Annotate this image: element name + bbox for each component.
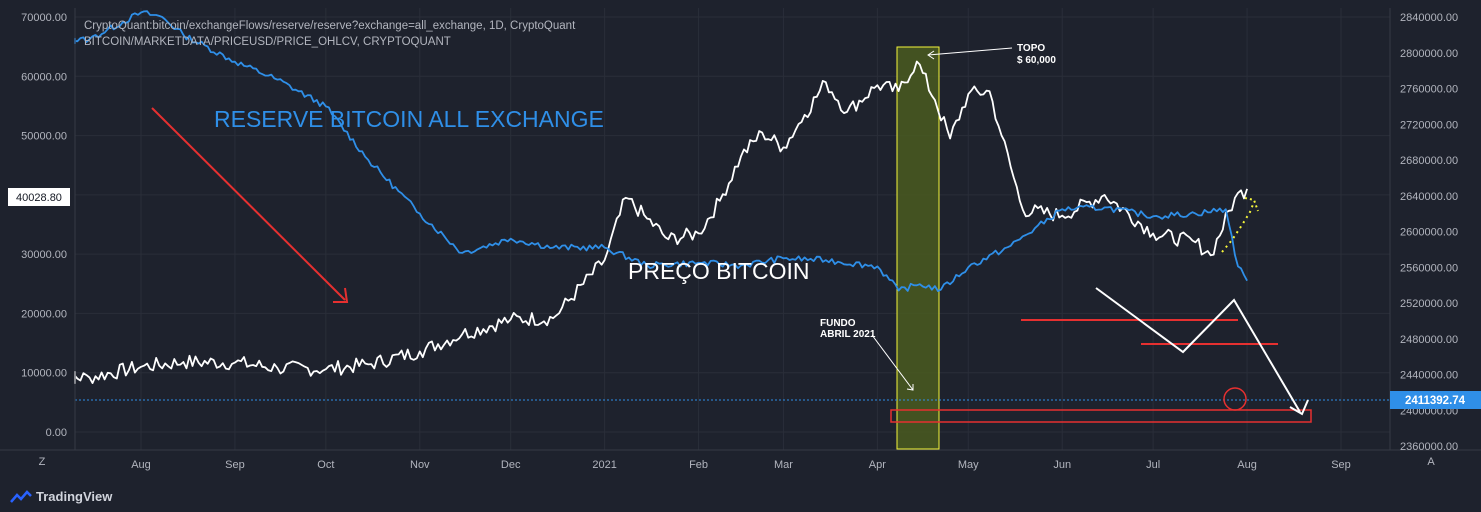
x-tick-label: Sep	[225, 459, 245, 471]
current-circle	[1223, 387, 1247, 411]
scale-mode-right-button[interactable]: A	[1427, 456, 1435, 468]
highlight-zone	[896, 46, 940, 450]
right-tick-label: 2760000.00	[1400, 84, 1458, 96]
reserve-title: RESERVE BITCOIN ALL EXCHANGE	[214, 106, 604, 132]
right-tick-label: 2560000.00	[1400, 262, 1458, 274]
x-tick-label: Aug	[131, 459, 151, 471]
downtrend-arrow	[151, 107, 346, 301]
left-tick-label: 20000.00	[21, 308, 67, 320]
topo-pointer	[927, 47, 1013, 56]
fundo-label-2: ABRIL 2021	[820, 329, 876, 340]
right-tick-label: 2600000.00	[1400, 227, 1458, 239]
right-tick-label: 2720000.00	[1400, 119, 1458, 131]
left-tick-label: 50000.00	[21, 131, 67, 143]
scale-mode-left-button[interactable]: Z	[39, 456, 46, 468]
tradingview-logo[interactable]: TradingView	[10, 489, 112, 504]
topo-pointer-head	[927, 50, 935, 60]
x-axis-ticks: Aug Sep Oct Nov Dec 2021 Feb Mar Apr May Jun Jul Aug…	[131, 459, 1351, 471]
x-tick-label: Apr	[869, 459, 886, 471]
x-tick-label: Sep	[1331, 459, 1351, 471]
x-tick-label: Nov	[410, 459, 430, 471]
x-tick-label: Oct	[317, 459, 334, 471]
topo-label-1: TOPO	[1017, 43, 1045, 54]
x-tick-label: Jun	[1053, 459, 1071, 471]
price-title: PREÇO BITCOIN	[628, 258, 809, 284]
topo-label-2: $ 60,000	[1017, 55, 1056, 66]
price-series-line	[74, 60, 1248, 385]
fundo-label-1: FUNDO	[820, 318, 856, 329]
x-tick-label: 2021	[592, 459, 616, 471]
x-tick-label: Jul	[1146, 459, 1160, 471]
fundo-pointer	[871, 334, 914, 391]
x-tick-label: Mar	[774, 459, 793, 471]
x-tick-label: Dec	[501, 459, 521, 471]
right-current-label: 2411392.74	[1405, 395, 1466, 407]
left-tick-label: 60000.00	[21, 71, 67, 83]
right-tick-label: 2800000.00	[1400, 48, 1458, 60]
right-tick-label: 2520000.00	[1400, 298, 1458, 310]
right-tick-label: 2440000.00	[1400, 370, 1458, 382]
reserve-series-line	[74, 10, 1248, 293]
tradingview-logo-icon	[10, 489, 32, 503]
left-tick-label: 10000.00	[21, 368, 67, 380]
x-tick-label: Aug	[1237, 459, 1257, 471]
x-tick-label: May	[958, 459, 979, 471]
right-tick-label: 2360000.00	[1400, 441, 1458, 453]
left-current-label: 40028.80	[16, 192, 62, 204]
header-line-1: CryptoQuant:bitcoin/exchangeFlows/reserv…	[84, 20, 576, 32]
forecast-arrow-head	[1289, 399, 1309, 416]
right-tick-label: 2480000.00	[1400, 334, 1458, 346]
x-tick-label: Feb	[689, 459, 708, 471]
header-line-2: BITCOIN/MARKETDATA/PRICEUSD/PRICE_OHLCV,…	[84, 36, 451, 48]
brand-name: TradingView	[36, 489, 113, 504]
forecast-path	[1095, 287, 1301, 413]
downtrend-arrow-head	[333, 287, 349, 303]
left-current-label-bg	[8, 188, 70, 206]
fundo-pointer-head	[906, 384, 914, 391]
right-current-label-bg	[1390, 391, 1481, 409]
right-tick-label: 2680000.00	[1400, 155, 1458, 167]
right-tick-label: 2840000.00	[1400, 12, 1458, 24]
left-tick-label: 0.00	[46, 427, 67, 439]
support-box	[890, 409, 1312, 423]
right-tick-label: 2640000.00	[1400, 191, 1458, 203]
left-tick-label: 30000.00	[21, 249, 67, 261]
grid	[75, 8, 1390, 450]
left-tick-label: 70000.00	[21, 12, 67, 24]
